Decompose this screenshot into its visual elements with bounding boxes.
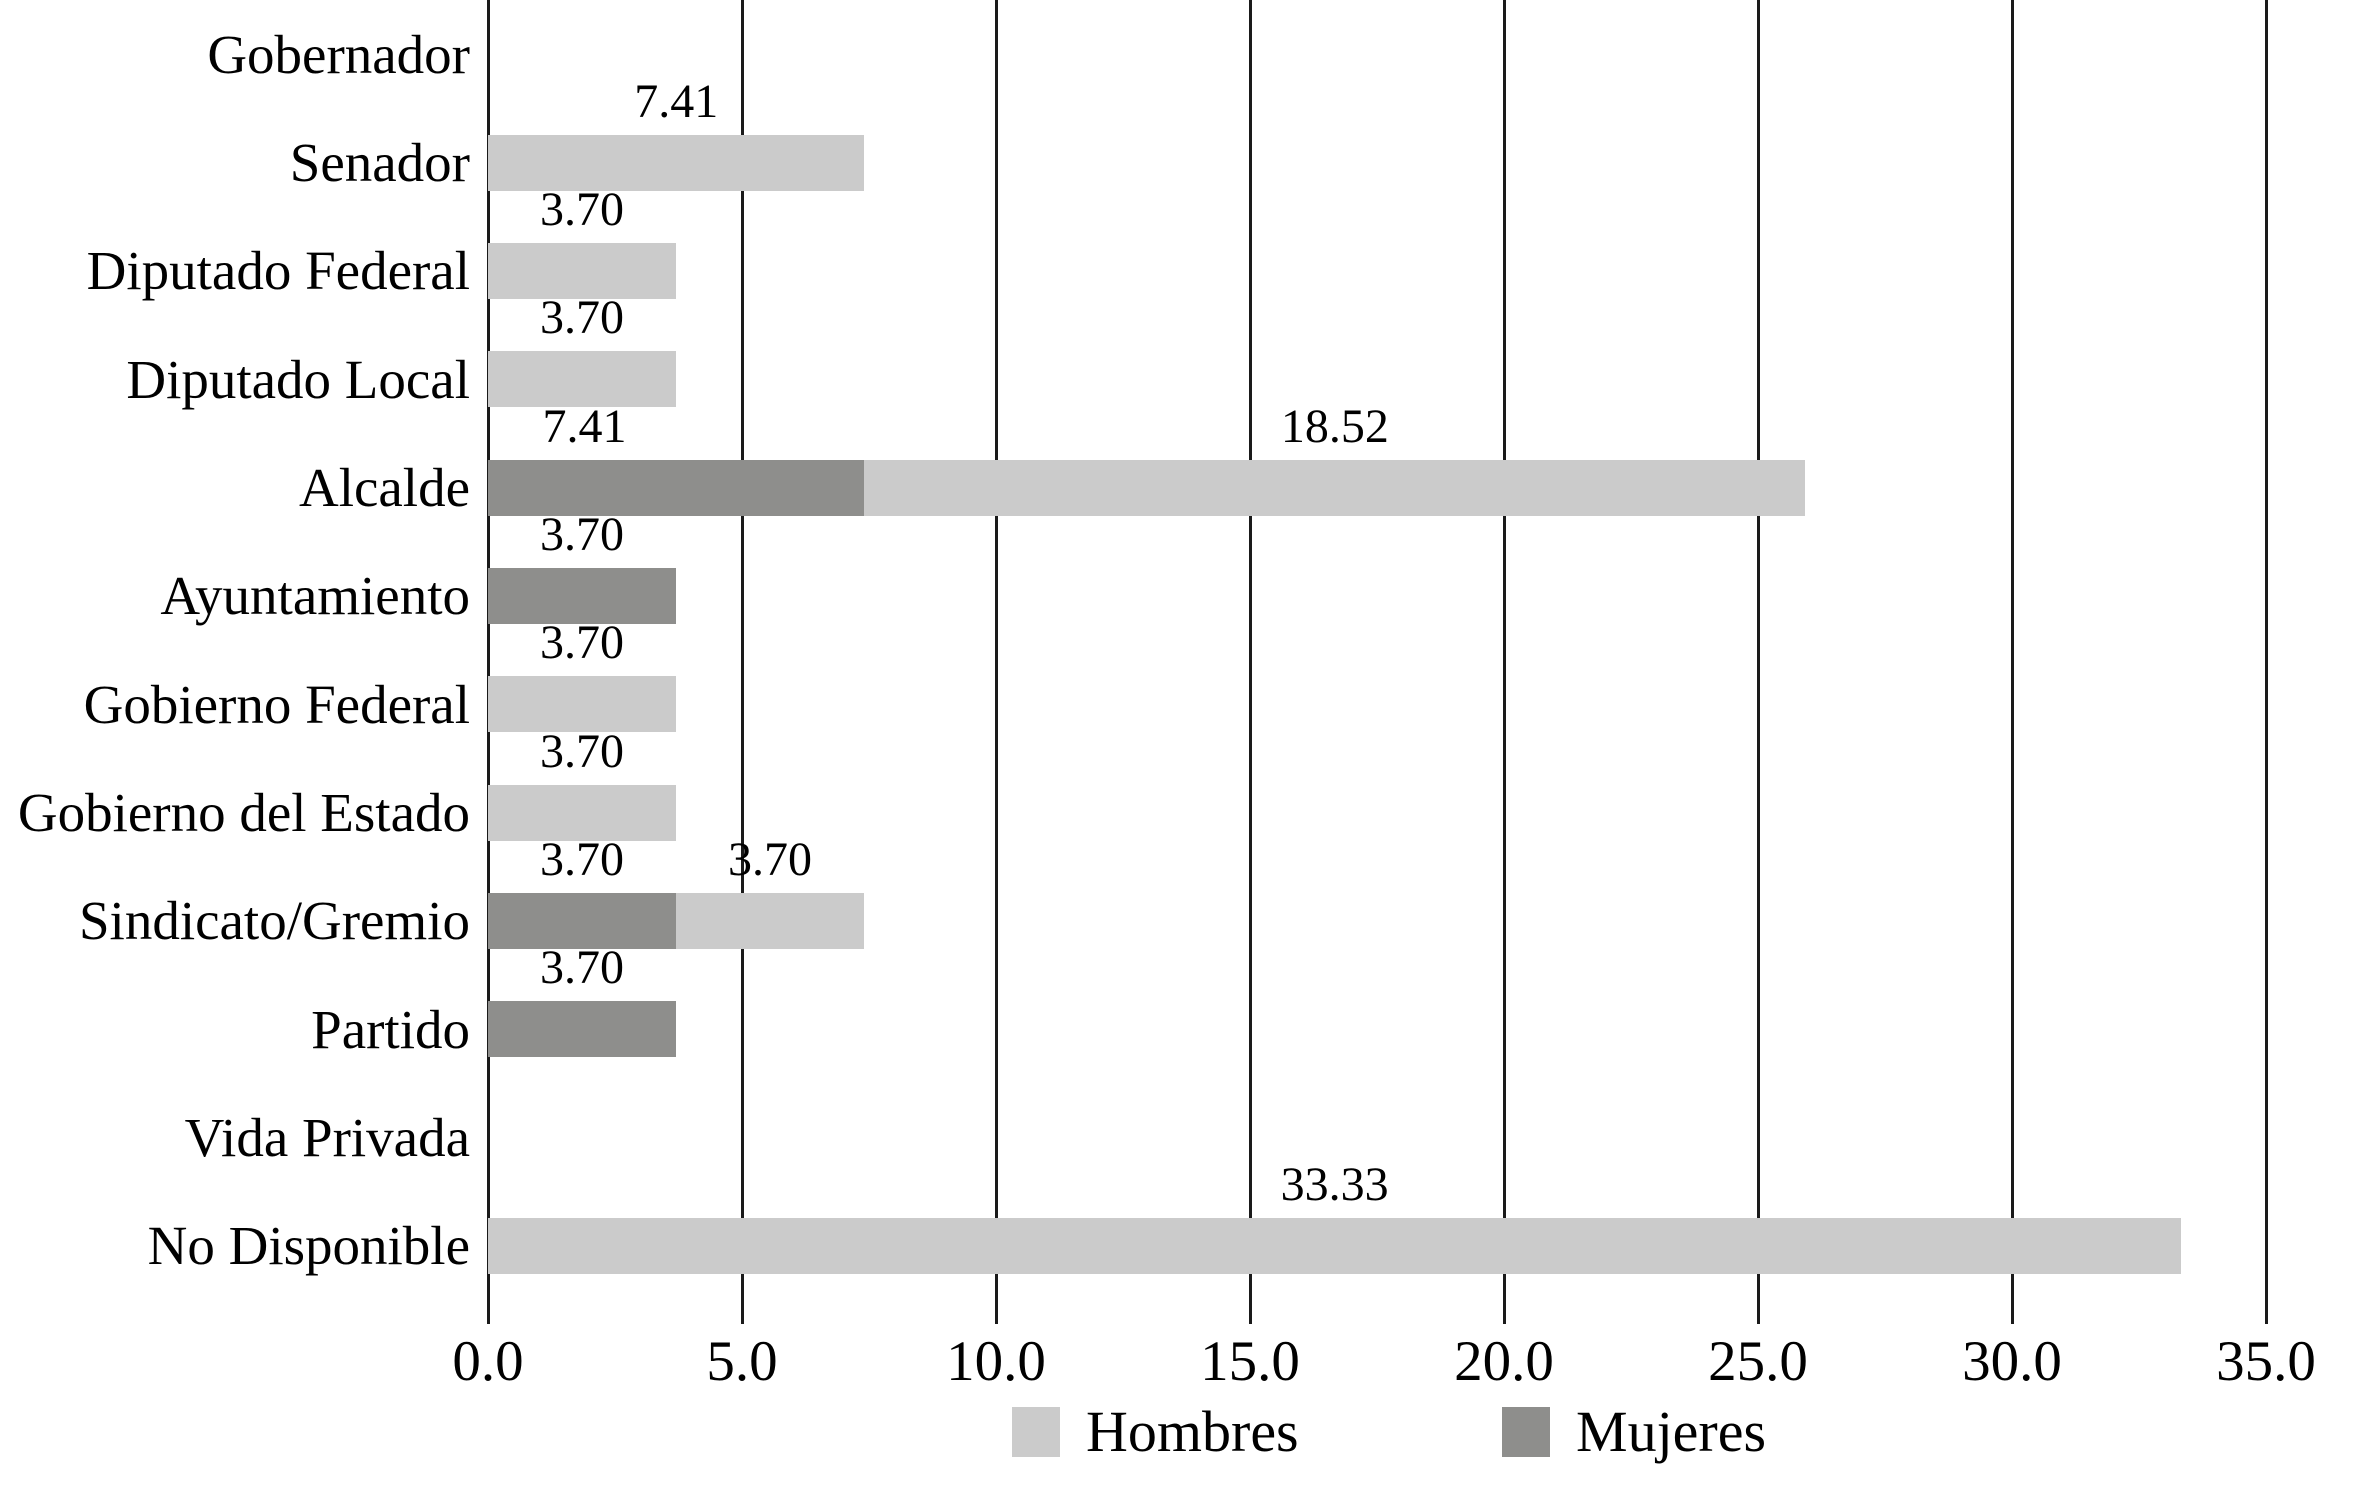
legend-label-mujeres: Mujeres [1576,1399,1767,1464]
bar-value-label: 7.41 [542,399,627,453]
legend-item-mujeres: Mujeres [1502,1402,1766,1462]
category-label: Ayuntamiento [160,565,470,627]
legend-label-hombres: Hombres [1086,1399,1299,1464]
bar-segment-hombres [488,351,676,408]
bar-segment-mujeres [488,567,676,624]
x-gridline [740,0,744,1300]
bar-value-label: 3.70 [539,724,624,778]
x-axis-tick-label: 35.0 [2216,1330,2316,1393]
x-axis-tick-label: 25.0 [1708,1330,1808,1393]
x-axis-tick [486,1300,490,1324]
x-axis-tick [1756,1300,1760,1324]
bar-segment-hombres [488,134,865,191]
bar-value-label: 3.70 [539,182,624,236]
bar-value-label: 18.52 [1280,399,1389,453]
category-label: Partido [311,998,470,1060]
bar-segment-hombres [488,242,676,299]
x-gridline [1502,0,1506,1300]
category-label: Alcalde [298,456,470,518]
category-label: Vida Privada [184,1106,470,1168]
bar-value-label: 3.70 [539,941,624,995]
bar-segment-mujeres [488,1001,676,1058]
legend-item-hombres: Hombres [1012,1402,1299,1462]
legend-swatch-mujeres-icon [1502,1407,1550,1457]
x-axis-tick-label: 5.0 [706,1330,778,1393]
category-label: Sindicato/Gremio [78,890,470,952]
x-axis-tick-label: 30.0 [1962,1330,2062,1393]
x-gridline [1756,0,1760,1300]
category-label: Gobierno del Estado [17,781,470,843]
bar-segment-hombres [488,676,676,733]
x-gridline [2264,0,2268,1300]
bar-value-label: 3.70 [539,291,624,345]
legend: Hombres Mujeres [0,1402,2362,1472]
x-axis-tick [1502,1300,1506,1324]
x-axis-tick-label: 0.0 [452,1330,524,1393]
x-gridline [1248,0,1252,1300]
category-label: Gobierno Federal [83,673,470,735]
x-axis-tick-label: 10.0 [946,1330,1046,1393]
x-axis-tick [1248,1300,1252,1324]
x-axis-tick [2010,1300,2014,1324]
x-gridline [2010,0,2014,1300]
bar-segment-mujeres [488,459,865,516]
category-label: No Disponible [147,1215,470,1277]
x-axis-tick [740,1300,744,1324]
bar-segment-hombres [488,1217,2182,1274]
legend-swatch-hombres-icon [1012,1407,1060,1457]
category-label: Diputado Local [126,348,470,410]
x-gridline [486,0,490,1300]
bar-value-label: 3.70 [539,507,624,561]
bar-value-label: 3.70 [727,832,812,886]
bar-segment-hombres [675,892,864,949]
bar-value-label: 3.70 [539,616,624,670]
category-label: Gobernador [207,23,470,85]
bar-value-label: 3.70 [539,832,624,886]
bar-segment-hombres [864,459,1806,516]
x-axis-tick-label: 15.0 [1200,1330,1300,1393]
bar-segment-hombres [488,784,676,841]
x-axis-tick [2264,1300,2268,1324]
x-gridline [994,0,998,1300]
bar-value-label: 33.33 [1280,1157,1389,1211]
bar-value-label: 7.41 [634,74,719,128]
category-label: Senador [289,131,470,193]
x-axis-tick [994,1300,998,1324]
x-axis-tick-label: 20.0 [1454,1330,1554,1393]
category-label: Diputado Federal [86,240,470,302]
bar-segment-mujeres [488,892,676,949]
